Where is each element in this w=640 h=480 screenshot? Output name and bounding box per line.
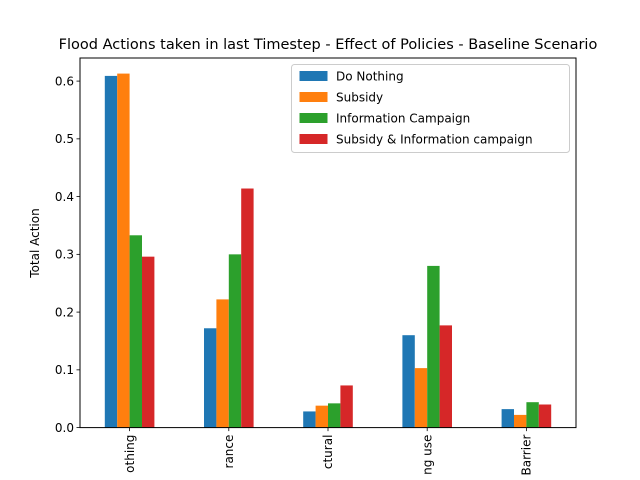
legend: Do Nothing Subsidy Information Campaign Sub… xyxy=(291,64,570,153)
legend-label: Subsidy & Information campaign xyxy=(336,132,533,146)
legend-swatch xyxy=(299,92,328,102)
bar-1-2 xyxy=(204,328,217,428)
legend-label: Information Campaign xyxy=(336,111,470,125)
bar-1-4 xyxy=(402,335,415,428)
bar-2-1 xyxy=(117,73,130,428)
legend-label: Do Nothing xyxy=(336,69,404,83)
legend-box xyxy=(291,64,570,153)
bar-1-1 xyxy=(104,75,118,428)
legend-swatch xyxy=(299,134,328,144)
y-axis: 0.0 0.1 0.2 0.3 0.4 0.5 0.6 xyxy=(55,74,80,435)
bar-2-5 xyxy=(514,414,527,428)
bar-3-1 xyxy=(129,235,142,428)
legend-swatch xyxy=(299,71,328,81)
bars-group xyxy=(104,73,552,428)
bar-4-4 xyxy=(439,325,452,428)
bar-3-4 xyxy=(427,265,440,428)
y-tick-label: 0.4 xyxy=(55,190,74,204)
plot-frame xyxy=(79,57,577,429)
chart-title: Flood Actions taken in last Timestep - E… xyxy=(59,37,598,53)
bar-1-5 xyxy=(501,409,514,428)
x-axis: othing rance ctural ng use Barrier xyxy=(123,427,534,476)
bar-2-3 xyxy=(315,405,328,428)
bar-4-3 xyxy=(340,385,353,428)
y-axis-label: Total Action xyxy=(28,208,42,278)
y-tick-label: 0.0 xyxy=(55,421,74,435)
x-tick-label: rance xyxy=(222,435,236,469)
bar-3-5 xyxy=(526,402,539,428)
y-tick-label: 0.3 xyxy=(55,248,74,262)
legend-label: Subsidy xyxy=(336,90,383,104)
legend-swatch xyxy=(299,113,328,123)
bar-4-2 xyxy=(241,188,254,428)
bar-1-3 xyxy=(303,411,316,428)
x-tick-label: ctural xyxy=(321,435,335,470)
x-tick-label: Barrier xyxy=(520,435,534,476)
y-tick-label: 0.2 xyxy=(55,305,74,319)
bar-4-5 xyxy=(538,404,552,428)
x-tick-label: othing xyxy=(123,435,137,473)
bar-2-2 xyxy=(216,299,229,428)
y-tick-label: 0.1 xyxy=(55,363,74,377)
bar-3-3 xyxy=(328,403,341,428)
x-tick-label: ng use xyxy=(420,435,434,475)
y-tick-label: 0.6 xyxy=(55,74,74,88)
bar-4-1 xyxy=(142,256,155,428)
bar-2-4 xyxy=(414,368,428,428)
y-tick-label: 0.5 xyxy=(55,132,74,146)
bar-3-2 xyxy=(228,254,242,428)
